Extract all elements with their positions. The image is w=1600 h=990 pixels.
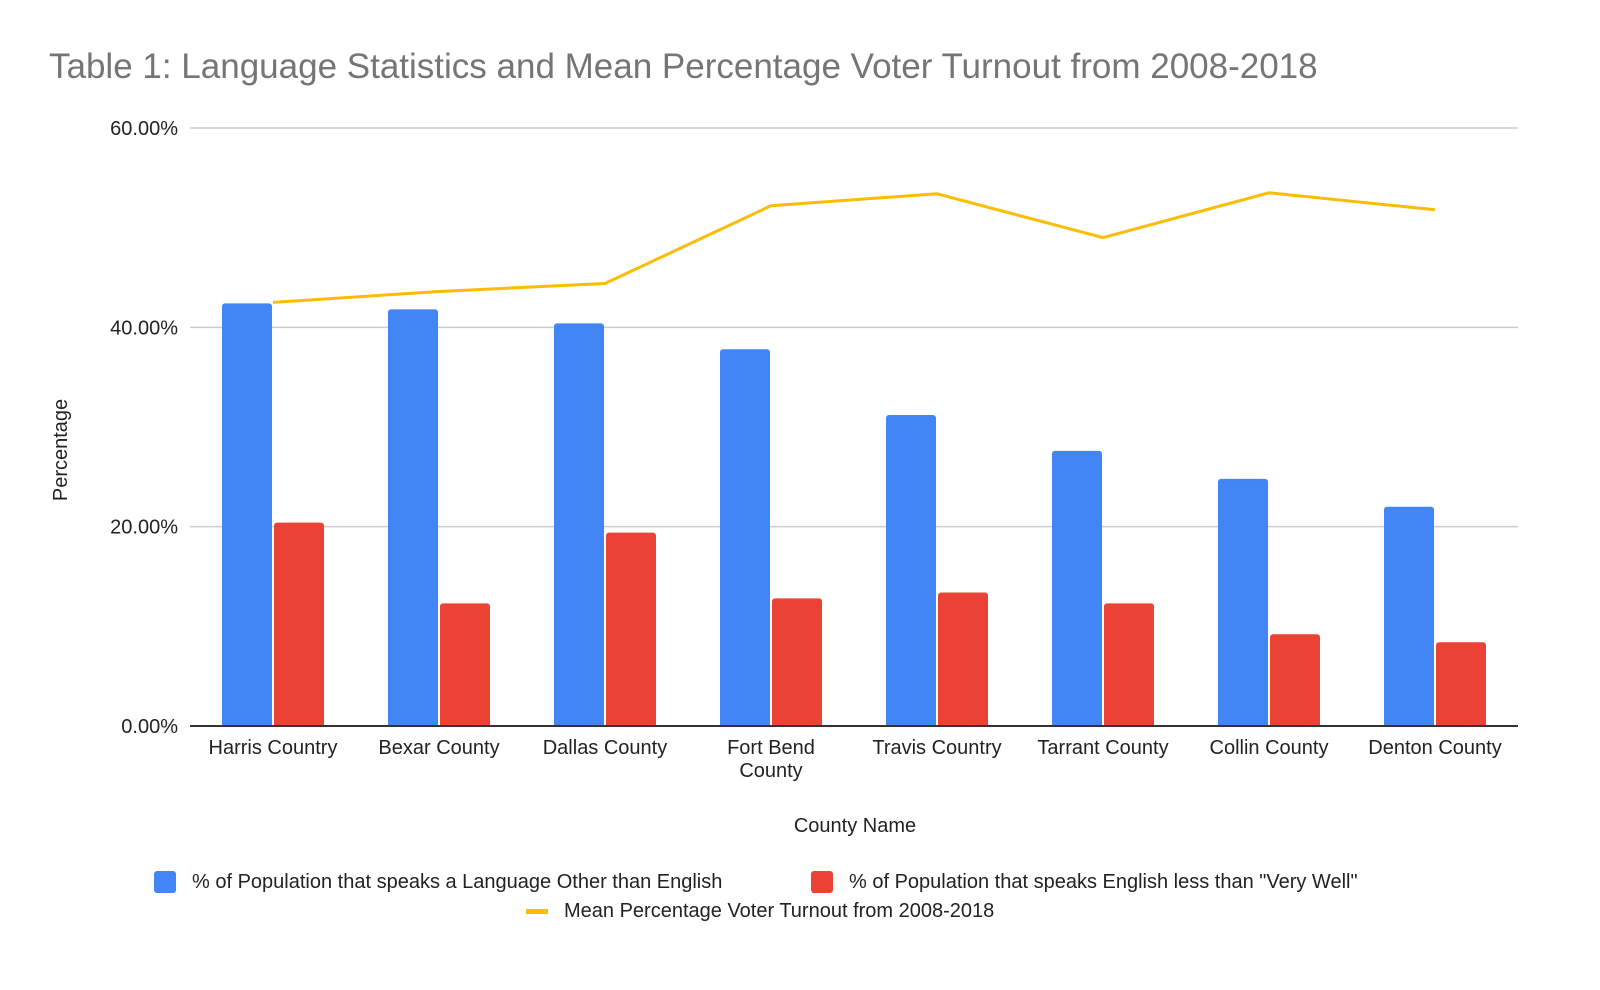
y-tick-label: 40.00%: [110, 317, 178, 339]
line-series: [272, 191, 1436, 304]
legend-label: % of Population that speaks a Language O…: [192, 871, 722, 893]
x-tick-label: Travis Country: [872, 737, 1001, 759]
x-tick-label-line: Tarrant County: [1037, 737, 1168, 759]
bar-base: [1436, 646, 1486, 726]
bar-base: [222, 307, 272, 726]
bar-base: [1218, 482, 1268, 726]
line-path: [272, 191, 1436, 304]
bar-base: [274, 526, 324, 726]
x-tick-label: Harris Country: [209, 737, 338, 759]
x-tick-label-line: Harris Country: [209, 737, 338, 759]
bar-base: [886, 419, 936, 726]
legend-swatch: [526, 909, 548, 914]
x-tick-label-line: Denton County: [1368, 737, 1501, 759]
y-tick-label: 20.00%: [110, 517, 178, 539]
x-tick-label-line: Bexar County: [378, 737, 499, 759]
y-axis-title: Percentage: [50, 399, 72, 501]
x-tick-label: Tarrant County: [1037, 737, 1168, 759]
y-axis-ticks: 0.00% 20.00% 40.00% 60.00%: [110, 118, 178, 738]
legend-item: % of Population that speaks a Language O…: [154, 871, 722, 893]
legend-item: % of Population that speaks English less…: [811, 871, 1358, 893]
bars: [222, 303, 1486, 726]
bar-base: [606, 536, 656, 726]
bar-base: [1052, 454, 1102, 726]
legend-swatch: [154, 871, 176, 893]
x-tick-label: Bexar County: [378, 737, 499, 759]
x-tick-label: Collin County: [1210, 737, 1329, 759]
x-tick-label: Denton County: [1368, 737, 1501, 759]
bar-base: [720, 353, 770, 726]
bar-base: [1270, 638, 1320, 726]
y-tick-label: 60.00%: [110, 118, 178, 140]
bar-base: [440, 607, 490, 726]
bar-base: [772, 602, 822, 726]
bar-base: [938, 596, 988, 726]
legend-label: Mean Percentage Voter Turnout from 2008-…: [564, 900, 994, 922]
legend-item: Mean Percentage Voter Turnout from 2008-…: [526, 900, 994, 922]
chart-title: Table 1: Language Statistics and Mean Pe…: [49, 47, 1318, 86]
x-tick-label: Dallas County: [543, 737, 668, 759]
x-tick-label-line: Dallas County: [543, 737, 668, 759]
x-tick-label-line: Travis Country: [872, 737, 1001, 759]
bar-base: [1104, 607, 1154, 726]
x-tick-label-line: County: [739, 760, 802, 782]
legend-swatch: [811, 871, 833, 893]
x-tick-label-line: Collin County: [1210, 737, 1329, 759]
x-tick-label: Fort Bend County: [727, 737, 815, 782]
legend-label: % of Population that speaks English less…: [849, 871, 1358, 893]
x-axis-ticks: Harris Country Bexar County Dallas County F…: [209, 737, 1502, 782]
bar-base: [1384, 510, 1434, 726]
bar-base: [554, 327, 604, 726]
legend: % of Population that speaks a Language O…: [154, 871, 1358, 922]
y-tick-label: 0.00%: [121, 716, 178, 738]
x-axis-title: County Name: [794, 815, 916, 837]
x-tick-label-line: Fort Bend: [727, 737, 815, 759]
bar-base: [388, 313, 438, 726]
